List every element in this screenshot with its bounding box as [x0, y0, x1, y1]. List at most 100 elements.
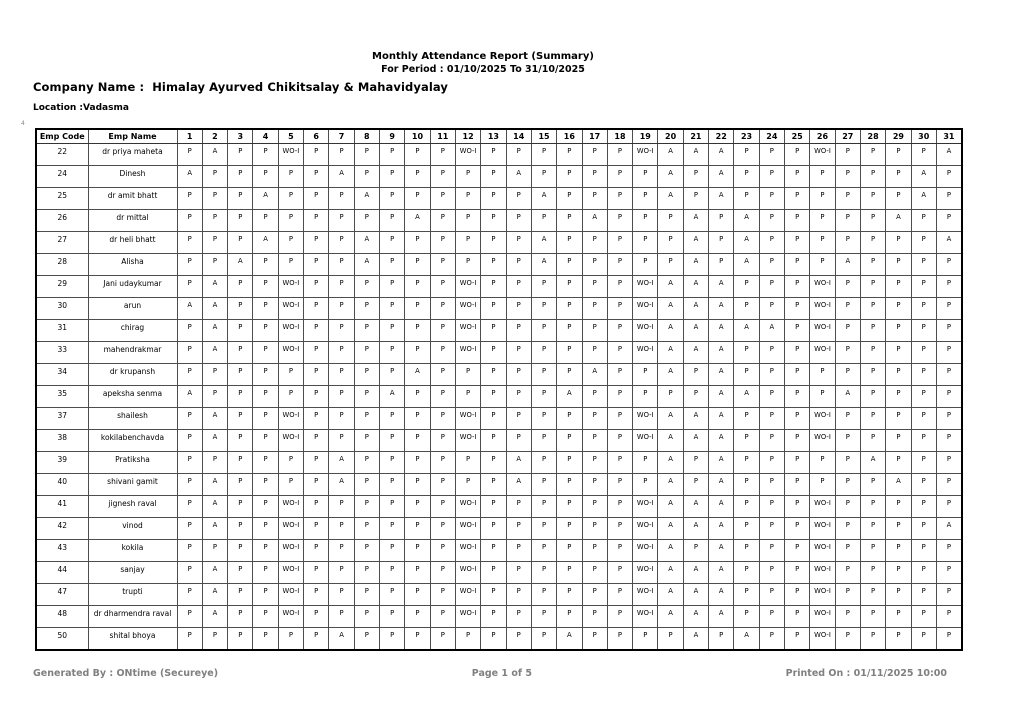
attendance-cell: P [353, 539, 381, 562]
emp-code-cell: 48 [35, 605, 89, 628]
attendance-cell: P [429, 495, 456, 518]
attendance-cell: WO-I [277, 517, 305, 540]
attendance-cell: A [682, 319, 710, 342]
attendance-cell: P [758, 539, 786, 562]
attendance-cell: P [834, 209, 861, 232]
attendance-cell: P [252, 407, 279, 430]
attendance-cell: P [834, 341, 861, 364]
attendance-cell: P [657, 231, 684, 254]
attendance-cell: P [733, 451, 760, 474]
attendance-cell: P [834, 165, 861, 188]
table-row: 43 kokila P P P P WO-I P P P P P P WO-I P P P P P P WO-I A P A P… [35, 539, 963, 562]
attendance-cell: P [227, 231, 254, 254]
column-header-day-14: 14 [505, 128, 532, 144]
attendance-cell: P [581, 385, 608, 408]
attendance-cell: P [935, 429, 963, 452]
attendance-cell: P [859, 143, 887, 166]
attendance-cell: P [885, 275, 912, 298]
emp-name-cell: sanjay [87, 561, 178, 584]
attendance-cell: P [733, 407, 760, 430]
attendance-cell: WO-I [454, 429, 482, 452]
attendance-cell: P [581, 187, 608, 210]
attendance-cell: P [556, 605, 583, 628]
attendance-cell: P [378, 143, 406, 166]
attendance-cell: P [859, 583, 887, 606]
attendance-cell: A [708, 187, 735, 210]
attendance-cell: P [303, 429, 330, 452]
attendance-cell: P [783, 627, 811, 650]
column-header-day-6: 6 [303, 128, 330, 144]
attendance-cell: A [404, 363, 431, 386]
column-header-day-8: 8 [353, 128, 381, 144]
attendance-cell: A [935, 517, 963, 540]
attendance-cell: WO-I [632, 407, 659, 430]
attendance-cell: P [581, 473, 608, 496]
column-header-day-25: 25 [783, 128, 811, 144]
attendance-cell: WO-I [809, 517, 836, 540]
emp-code-cell: 43 [35, 539, 89, 562]
attendance-cell: P [606, 363, 634, 386]
attendance-cell: P [556, 473, 583, 496]
attendance-cell: P [429, 341, 456, 364]
report-title-block: Monthly Attendance Report (Summary) For … [0, 51, 966, 75]
attendance-cell: P [404, 495, 431, 518]
attendance-cell: WO-I [809, 627, 836, 650]
attendance-cell: P [556, 561, 583, 584]
attendance-cell: P [429, 451, 456, 474]
attendance-cell: P [353, 385, 381, 408]
attendance-cell: P [404, 583, 431, 606]
attendance-cell: P [277, 187, 305, 210]
attendance-cell: P [480, 561, 507, 584]
attendance-cell: P [910, 253, 937, 276]
attendance-cell: P [834, 517, 861, 540]
attendance-cell: P [859, 187, 887, 210]
attendance-cell: P [303, 561, 330, 584]
attendance-cell: P [277, 473, 305, 496]
attendance-cell: P [252, 473, 279, 496]
attendance-cell: P [378, 473, 406, 496]
attendance-cell: P [935, 275, 963, 298]
attendance-cell: P [733, 297, 760, 320]
attendance-cell: P [454, 231, 482, 254]
attendance-cell: A [708, 319, 735, 342]
attendance-cell: P [910, 605, 937, 628]
attendance-cell: WO-I [454, 143, 482, 166]
attendance-cell: P [885, 407, 912, 430]
attendance-cell: P [505, 583, 532, 606]
attendance-cell: P [227, 407, 254, 430]
attendance-cell: P [454, 473, 482, 496]
attendance-cell: P [758, 561, 786, 584]
attendance-cell: P [353, 429, 381, 452]
location-value: Vadasma [83, 103, 129, 113]
attendance-cell: P [606, 517, 634, 540]
attendance-cell: P [783, 275, 811, 298]
attendance-cell: WO-I [809, 275, 836, 298]
attendance-cell: P [885, 539, 912, 562]
attendance-cell: P [530, 583, 558, 606]
attendance-cell: P [530, 473, 558, 496]
column-header-day-21: 21 [682, 128, 710, 144]
attendance-cell: A [252, 187, 279, 210]
generated-by: Generated By : ONtime (Secureye) [33, 668, 219, 679]
attendance-cell: P [935, 209, 963, 232]
attendance-cell: A [834, 385, 861, 408]
emp-code-cell: 28 [35, 253, 89, 276]
table-row: 50 shital bhoya P P P P P P A P P P P P P P P A P P P P A P A P P W… [35, 627, 963, 650]
attendance-cell: P [581, 517, 608, 540]
attendance-cell: P [935, 165, 963, 188]
attendance-cell: P [606, 143, 634, 166]
attendance-cell: P [227, 495, 254, 518]
attendance-cell: P [505, 253, 532, 276]
attendance-cell: P [935, 385, 963, 408]
table-row: 40 shivani gamit P A P P P P A P P P P P P A P P P P P A P A P P P… [35, 473, 963, 496]
attendance-cell: P [480, 231, 507, 254]
attendance-cell: P [935, 451, 963, 474]
attendance-cell: P [910, 209, 937, 232]
attendance-cell: WO-I [809, 495, 836, 518]
attendance-cell: P [530, 385, 558, 408]
emp-code-cell: 29 [35, 275, 89, 298]
attendance-cell: P [454, 627, 482, 650]
attendance-cell: P [733, 429, 760, 452]
table-row: 24 Dinesh A P P P P P A P P P P P P A P P P P P A P A P P P P P P P A P [35, 165, 963, 188]
attendance-cell: P [480, 451, 507, 474]
